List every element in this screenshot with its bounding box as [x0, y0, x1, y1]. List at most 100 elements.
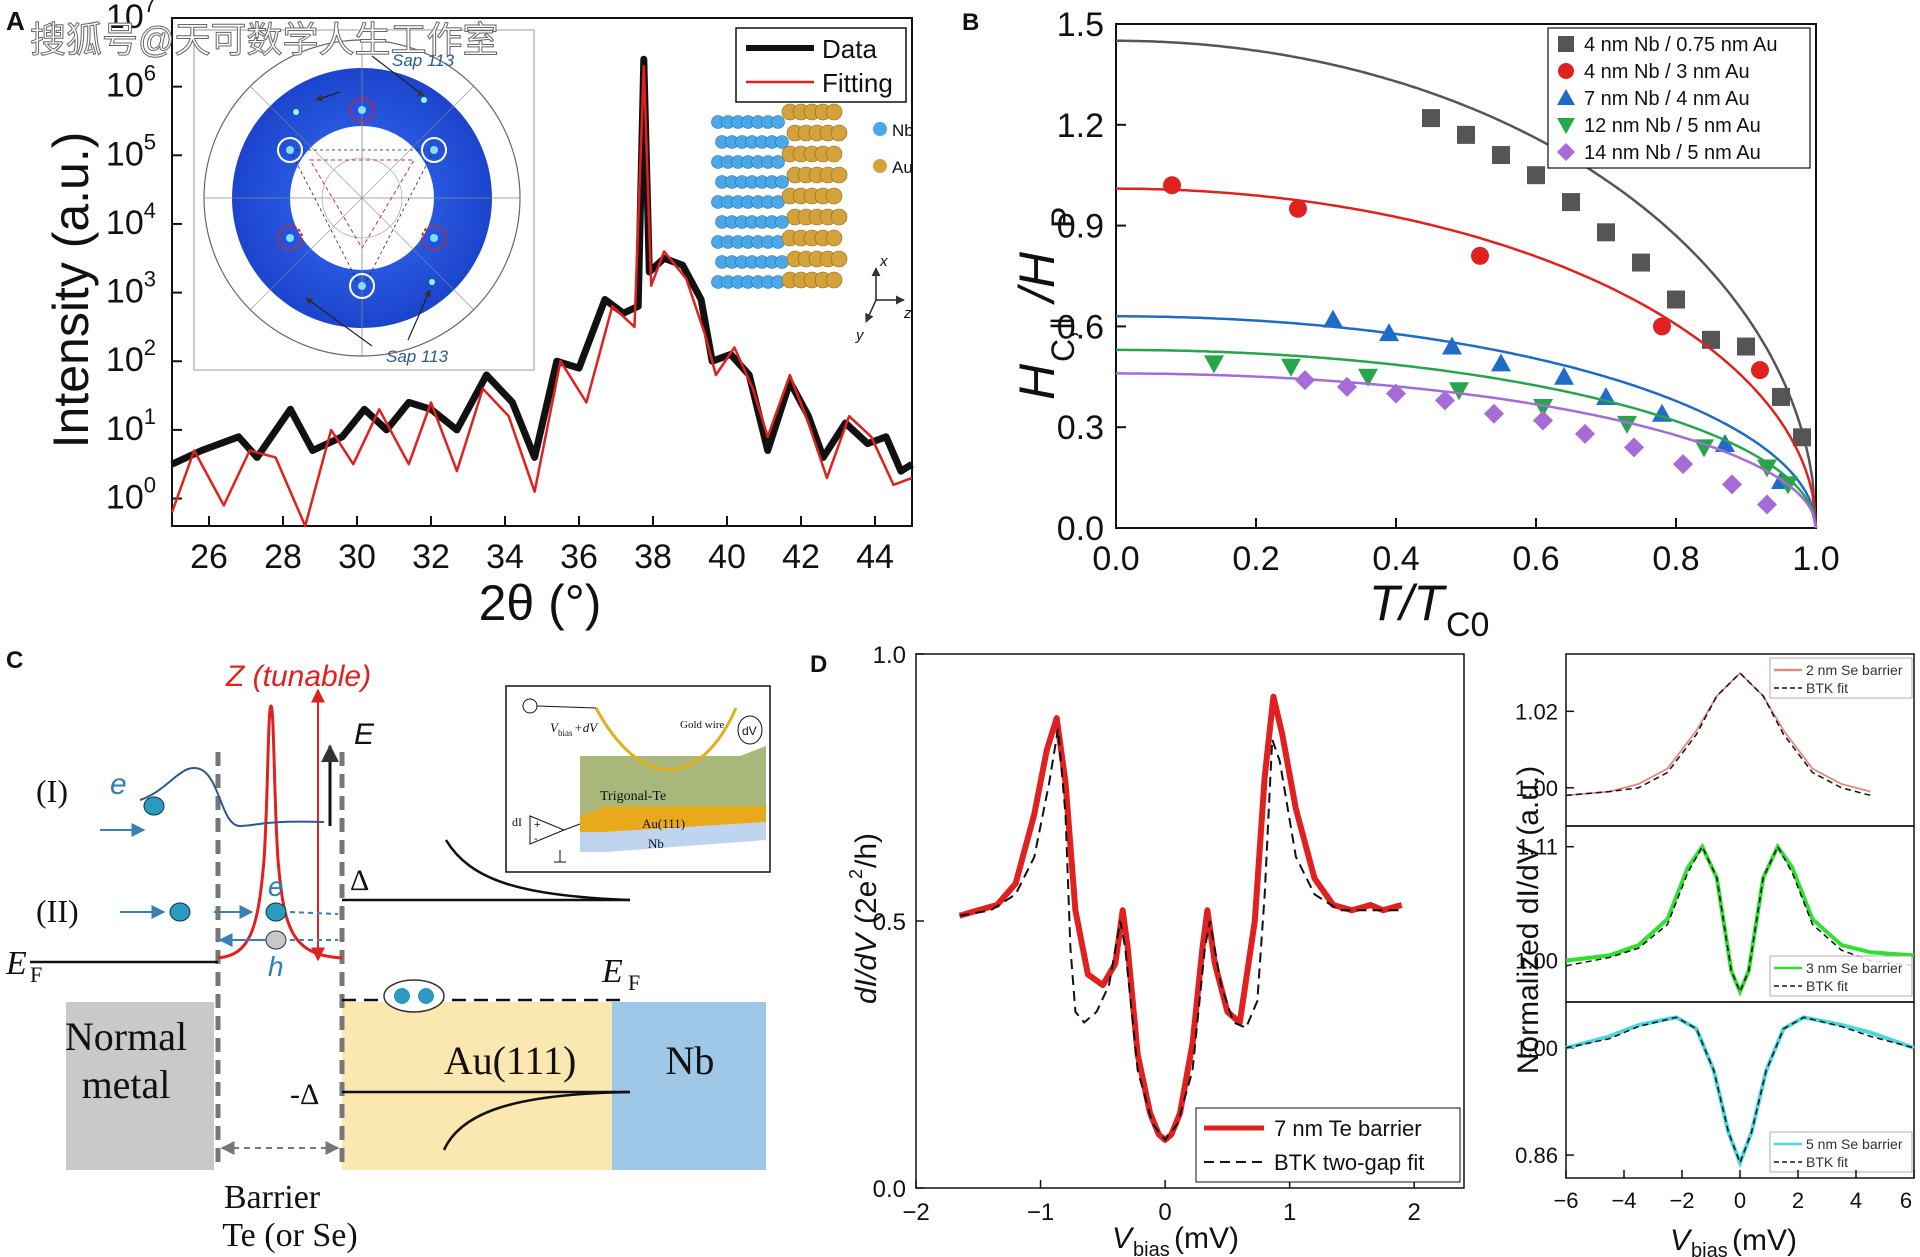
- au-atom: [830, 166, 848, 184]
- nb-au-crystal-inset: [711, 103, 848, 289]
- y-label-sub: C,‖: [1045, 317, 1081, 362]
- b-fit-curve: [1116, 315, 1818, 529]
- b-marker-diamond: [1575, 423, 1595, 444]
- a-y-tick-label: 103: [106, 267, 156, 311]
- au111-block: [342, 1002, 612, 1170]
- b-marker-circle: [1558, 63, 1574, 79]
- side-legend-box: [1769, 955, 1913, 997]
- d-ylabel-tail: /h): [850, 833, 883, 868]
- au-atom: [825, 271, 843, 289]
- side-fit-curve: [1565, 672, 1871, 797]
- b-marker-triangle-down: [1204, 355, 1224, 374]
- amp-minus: -: [534, 833, 538, 845]
- panel-d-side-y-label: Normalized dI/dV (a.u.): [1512, 766, 1545, 1074]
- sap-bottom-label: Sap 113: [386, 347, 449, 366]
- b-marker-diamond: [1557, 143, 1575, 161]
- au-atom: [825, 103, 843, 121]
- d-y-tick-label: 0.5: [873, 909, 906, 936]
- side-y-tick-label: 1.02: [1515, 699, 1558, 724]
- gold-wire-label: Gold wire: [680, 719, 724, 731]
- b-y-tick-label: 0.9: [1057, 208, 1104, 246]
- panel-c-label: C: [6, 647, 23, 674]
- case1-e-label: e: [110, 768, 127, 801]
- side-xlabel-v: V: [1670, 1224, 1693, 1257]
- nb-layer: [580, 822, 766, 852]
- panel-a-label: A: [6, 6, 25, 36]
- axis-x-label: x: [879, 253, 888, 270]
- pole-figure-inset: Sap 113 Sap 113: [193, 29, 535, 371]
- y-label-sub2: P: [1045, 207, 1081, 228]
- d-x-tick-label: 2: [1408, 1199, 1421, 1226]
- b-marker-square: [1422, 109, 1440, 128]
- wavefunction-curve: [139, 767, 325, 828]
- watermark-text: 搜狐号@天可数学人生工作室: [30, 19, 499, 60]
- d-x-tick-label: 1: [1283, 1199, 1296, 1226]
- side-xlabel-sub: bias: [1691, 1240, 1728, 1257]
- b-marker-triangle-up: [1715, 434, 1735, 452]
- case2-label: (II): [36, 893, 79, 929]
- side-xlabel-unit: (mV): [1732, 1224, 1797, 1257]
- b-x-tick-label: 0.2: [1232, 540, 1279, 578]
- side-data-curve: [1565, 842, 1915, 997]
- side-legend-fit-label: BTK fit: [1806, 680, 1848, 696]
- d-legend-label-1: 7 nm Te barrier: [1274, 1116, 1422, 1141]
- panel-a-series: [170, 55, 914, 528]
- a-x-tick-label: 36: [560, 538, 598, 576]
- b-marker-triangle-up: [1379, 323, 1399, 342]
- side-legend-label: 3 nm Se barrier: [1806, 960, 1903, 976]
- dv-meter-icon: [737, 715, 763, 745]
- ef-right-label: E: [601, 953, 623, 990]
- d-xlabel-sub: bias: [1133, 1239, 1170, 1257]
- b-fit-curve: [1116, 187, 1818, 529]
- a-y-tick-label: 101: [106, 404, 156, 448]
- b-marker-circle: [1471, 246, 1489, 265]
- b-marker-triangle-up: [1323, 309, 1343, 328]
- b-marker-diamond: [1673, 454, 1693, 475]
- b-marker-diamond: [1386, 383, 1406, 404]
- b-marker-diamond: [1624, 437, 1644, 458]
- d-x-tick-label: 0: [1158, 1199, 1171, 1226]
- panel-d: D −2 −1 0 1 2 0.0 0.5 1.0 V bias (mV) dI/dV (2…: [810, 642, 1915, 1257]
- panel-a-y-ticks: 100 101 102 103 104 105 106 107: [106, 0, 182, 517]
- b-marker-square: [1562, 193, 1580, 212]
- energy-axis-label: E: [354, 718, 375, 751]
- b-marker-diamond: [1435, 390, 1455, 411]
- delta-neg-label: -Δ: [290, 1078, 319, 1111]
- panel-a-y-axis-label: Intensity (a.u.): [43, 132, 99, 449]
- side-ylabel: Normalized dI/dV (a.u.): [1512, 766, 1545, 1074]
- a-x-tick-label: 44: [856, 538, 894, 576]
- ef-right-sub: F: [628, 970, 640, 995]
- b-y-tick-label: 0.6: [1057, 308, 1104, 346]
- side-x-tick-label: 0: [1734, 1188, 1746, 1213]
- b-marker-triangle-up: [1554, 366, 1574, 385]
- panel-b-plot-frame: [1115, 23, 1817, 529]
- vbias-sub: bias: [558, 728, 573, 738]
- side-y-tick-label: 0.86: [1515, 1143, 1558, 1168]
- case2-dashed-path: [289, 911, 339, 915]
- d-y-tick-label: 1.0: [873, 642, 906, 669]
- ef-left-sub: F: [30, 962, 42, 987]
- d-xlabel-unit: (mV): [1174, 1222, 1239, 1255]
- vbias-label: V: [550, 720, 560, 735]
- d-series-data: [958, 693, 1403, 1143]
- b-y-tick-label: 1.5: [1057, 6, 1104, 44]
- b-marker-square: [1632, 253, 1650, 272]
- panel-d-x-axis-label: V bias (mV): [1112, 1222, 1239, 1257]
- b-marker-triangle-down: [1757, 459, 1777, 478]
- cooper-pair-ellipse: [383, 979, 445, 1013]
- legend-data-label: Data: [822, 34, 877, 64]
- axis-z-label: z: [903, 305, 912, 322]
- b-fit-curve: [1116, 372, 1818, 529]
- b-marker-circle: [1751, 361, 1769, 380]
- cooper-pair-electron-1: [394, 988, 410, 1004]
- ac-source-icon: [522, 698, 538, 714]
- b-x-tick-label: 0.8: [1652, 540, 1699, 578]
- au111-label: Au(111): [444, 1038, 577, 1083]
- b-marker-circle: [1163, 176, 1181, 195]
- y-label-h: H: [1009, 363, 1065, 400]
- a-y-tick-label: 105: [106, 129, 156, 173]
- d-series-fit: [959, 728, 1402, 1142]
- panel-b-y-axis-label: H C,‖ /H P: [1009, 207, 1081, 400]
- au-atom: [825, 145, 843, 163]
- b-marker-square: [1793, 428, 1811, 447]
